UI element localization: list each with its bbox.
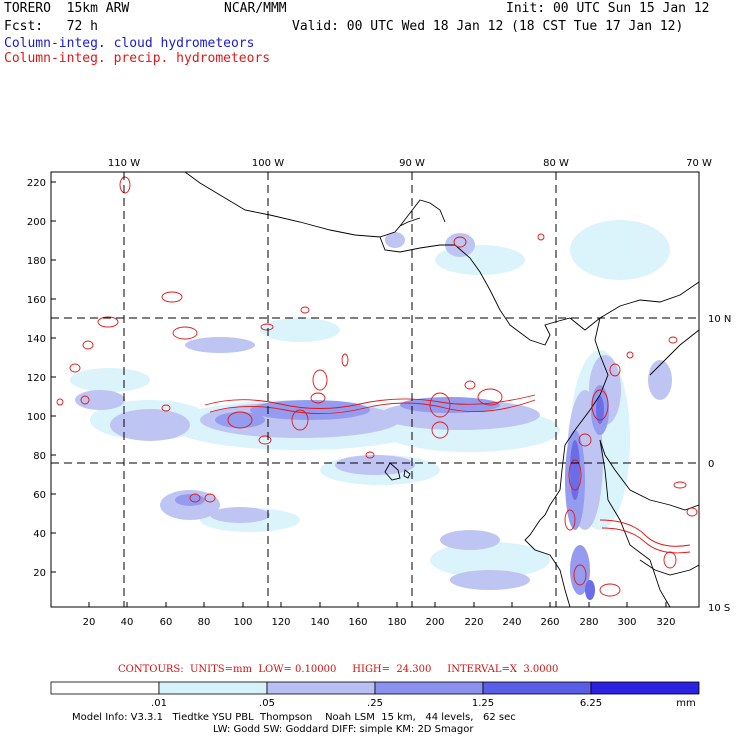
colorbar-label: 6.25 [580, 698, 602, 709]
left-ticks [51, 181, 56, 573]
colorbar [50, 681, 700, 695]
lon-label-100w: 100 W [252, 158, 284, 169]
graticule [51, 172, 699, 607]
lat-label-10s: 10 S [708, 603, 730, 614]
lon-label-70w: 70 W [686, 158, 712, 169]
x-label: 60 [160, 617, 173, 628]
x-label: 140 [310, 617, 329, 628]
lon-label-80w: 80 W [543, 158, 569, 169]
lat-label-0: 0 [708, 459, 714, 470]
field-label-precip: Column-integ. precip. hydrometeors [4, 51, 271, 66]
x-label: 260 [540, 617, 559, 628]
x-label: 40 [121, 617, 134, 628]
model-info-line2: LW: Godd SW: Goddard DIFF: simple KM: 2D… [213, 724, 474, 735]
y-label: 60 [33, 490, 46, 501]
colorbar-unit: mm [676, 698, 695, 709]
field-label-cloud: Column-integ. cloud hydrometeors [4, 36, 255, 51]
colorbar-bin [590, 681, 700, 695]
x-label: 180 [387, 617, 406, 628]
y-label: 160 [27, 295, 46, 306]
top-lon-labels: 110 W 100 W 90 W 80 W 70 W [108, 158, 712, 169]
forecast-hour: Fcst: 72 h [4, 19, 98, 34]
x-label: 120 [271, 617, 290, 628]
x-label: 220 [464, 617, 483, 628]
coastlines [184, 171, 700, 608]
colorbar-bin [50, 681, 160, 695]
init-time: Init: 00 UTC Sun 15 Jan 12 [506, 1, 710, 16]
y-label: 20 [33, 568, 46, 579]
x-label: 20 [83, 617, 96, 628]
contour-info: CONTOURS: UNITS=mm LOW= 0.10000 HIGH= 24… [118, 664, 559, 675]
lon-label-90w: 90 W [399, 158, 425, 169]
y-label: 80 [33, 451, 46, 462]
bottom-ticks [88, 602, 667, 607]
colorbar-bin [158, 681, 268, 695]
colorbar-label: .01 [151, 698, 167, 709]
colorbar-label: 1.25 [472, 698, 494, 709]
colorbar-labels: .01 .05 .25 1.25 6.25 mm [151, 698, 696, 709]
x-label: 200 [425, 617, 444, 628]
x-label: 240 [502, 617, 521, 628]
y-label: 140 [27, 334, 46, 345]
colorbar-bin [482, 681, 592, 695]
x-label: 100 [233, 617, 252, 628]
x-label: 300 [617, 617, 636, 628]
org-label: NCAR/MMM [224, 1, 287, 16]
colorbar-label: .05 [259, 698, 275, 709]
model-info-line1: Model Info: V3.3.1 Tiedtke YSU PBL Thomp… [72, 712, 516, 723]
y-label: 40 [33, 529, 46, 540]
lat-label-10n: 10 N [708, 314, 731, 325]
right-lat-labels: 10 N 0 10 S [708, 314, 731, 614]
lon-label-110w: 110 W [108, 158, 140, 169]
precip-contours [56, 176, 698, 597]
model-title: TORERO 15km ARW [4, 1, 130, 16]
x-label: 80 [198, 617, 211, 628]
x-label: 280 [579, 617, 598, 628]
left-y-labels: 220 200 180 160 140 120 100 80 60 40 20 [27, 178, 46, 579]
x-label: 160 [348, 617, 367, 628]
y-label: 200 [27, 217, 46, 228]
x-label: 320 [656, 617, 675, 628]
valid-time: Valid: 00 UTC Wed 18 Jan 12 (18 CST Tue … [292, 19, 684, 34]
bottom-x-labels: 20 40 60 80 100 120 140 160 180 200 220 … [83, 617, 676, 628]
colorbar-label: .25 [367, 698, 383, 709]
y-label: 180 [27, 256, 46, 267]
y-label: 100 [27, 412, 46, 423]
colorbar-bin [374, 681, 484, 695]
y-label: 120 [27, 373, 46, 384]
colorbar-bin [266, 681, 376, 695]
y-label: 220 [27, 178, 46, 189]
